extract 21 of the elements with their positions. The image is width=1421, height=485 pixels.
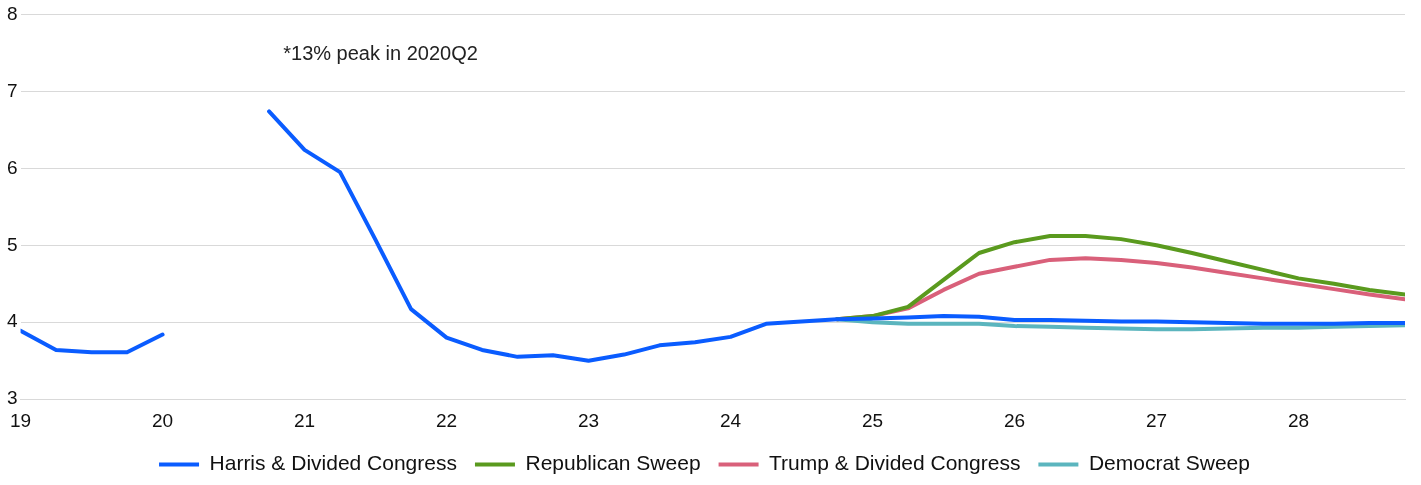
y-tick-label: 4 [6,310,18,332]
x-tick-label: 28 [1287,409,1310,431]
legend-label: Trump & Divided Congress [769,451,1021,475]
annotation: *13% peak in 2020Q2 [283,41,478,64]
x-tick-label: 26 [1003,409,1026,431]
x-tick-label: 20 [151,409,174,431]
x-tick-label: 27 [1145,409,1168,431]
y-tick-label: 6 [6,156,18,178]
x-tick-label: 22 [435,409,458,431]
y-tick-label: 8 [6,2,18,24]
legend-label: Democrat Sweep [1088,451,1250,475]
x-tick-label: 24 [719,409,742,431]
legend-label: Harris & Divided Congress [209,451,457,475]
x-tick-label: 19 [10,409,32,431]
x-tick-label: 21 [293,409,316,431]
y-tick-label: 5 [6,233,18,255]
legend-label: Republican Sweep [525,451,701,475]
x-tick-label: 25 [861,409,884,431]
y-tick-label: 3 [6,387,18,409]
y-tick-label: 7 [6,79,18,101]
x-tick-label: 23 [577,409,600,431]
